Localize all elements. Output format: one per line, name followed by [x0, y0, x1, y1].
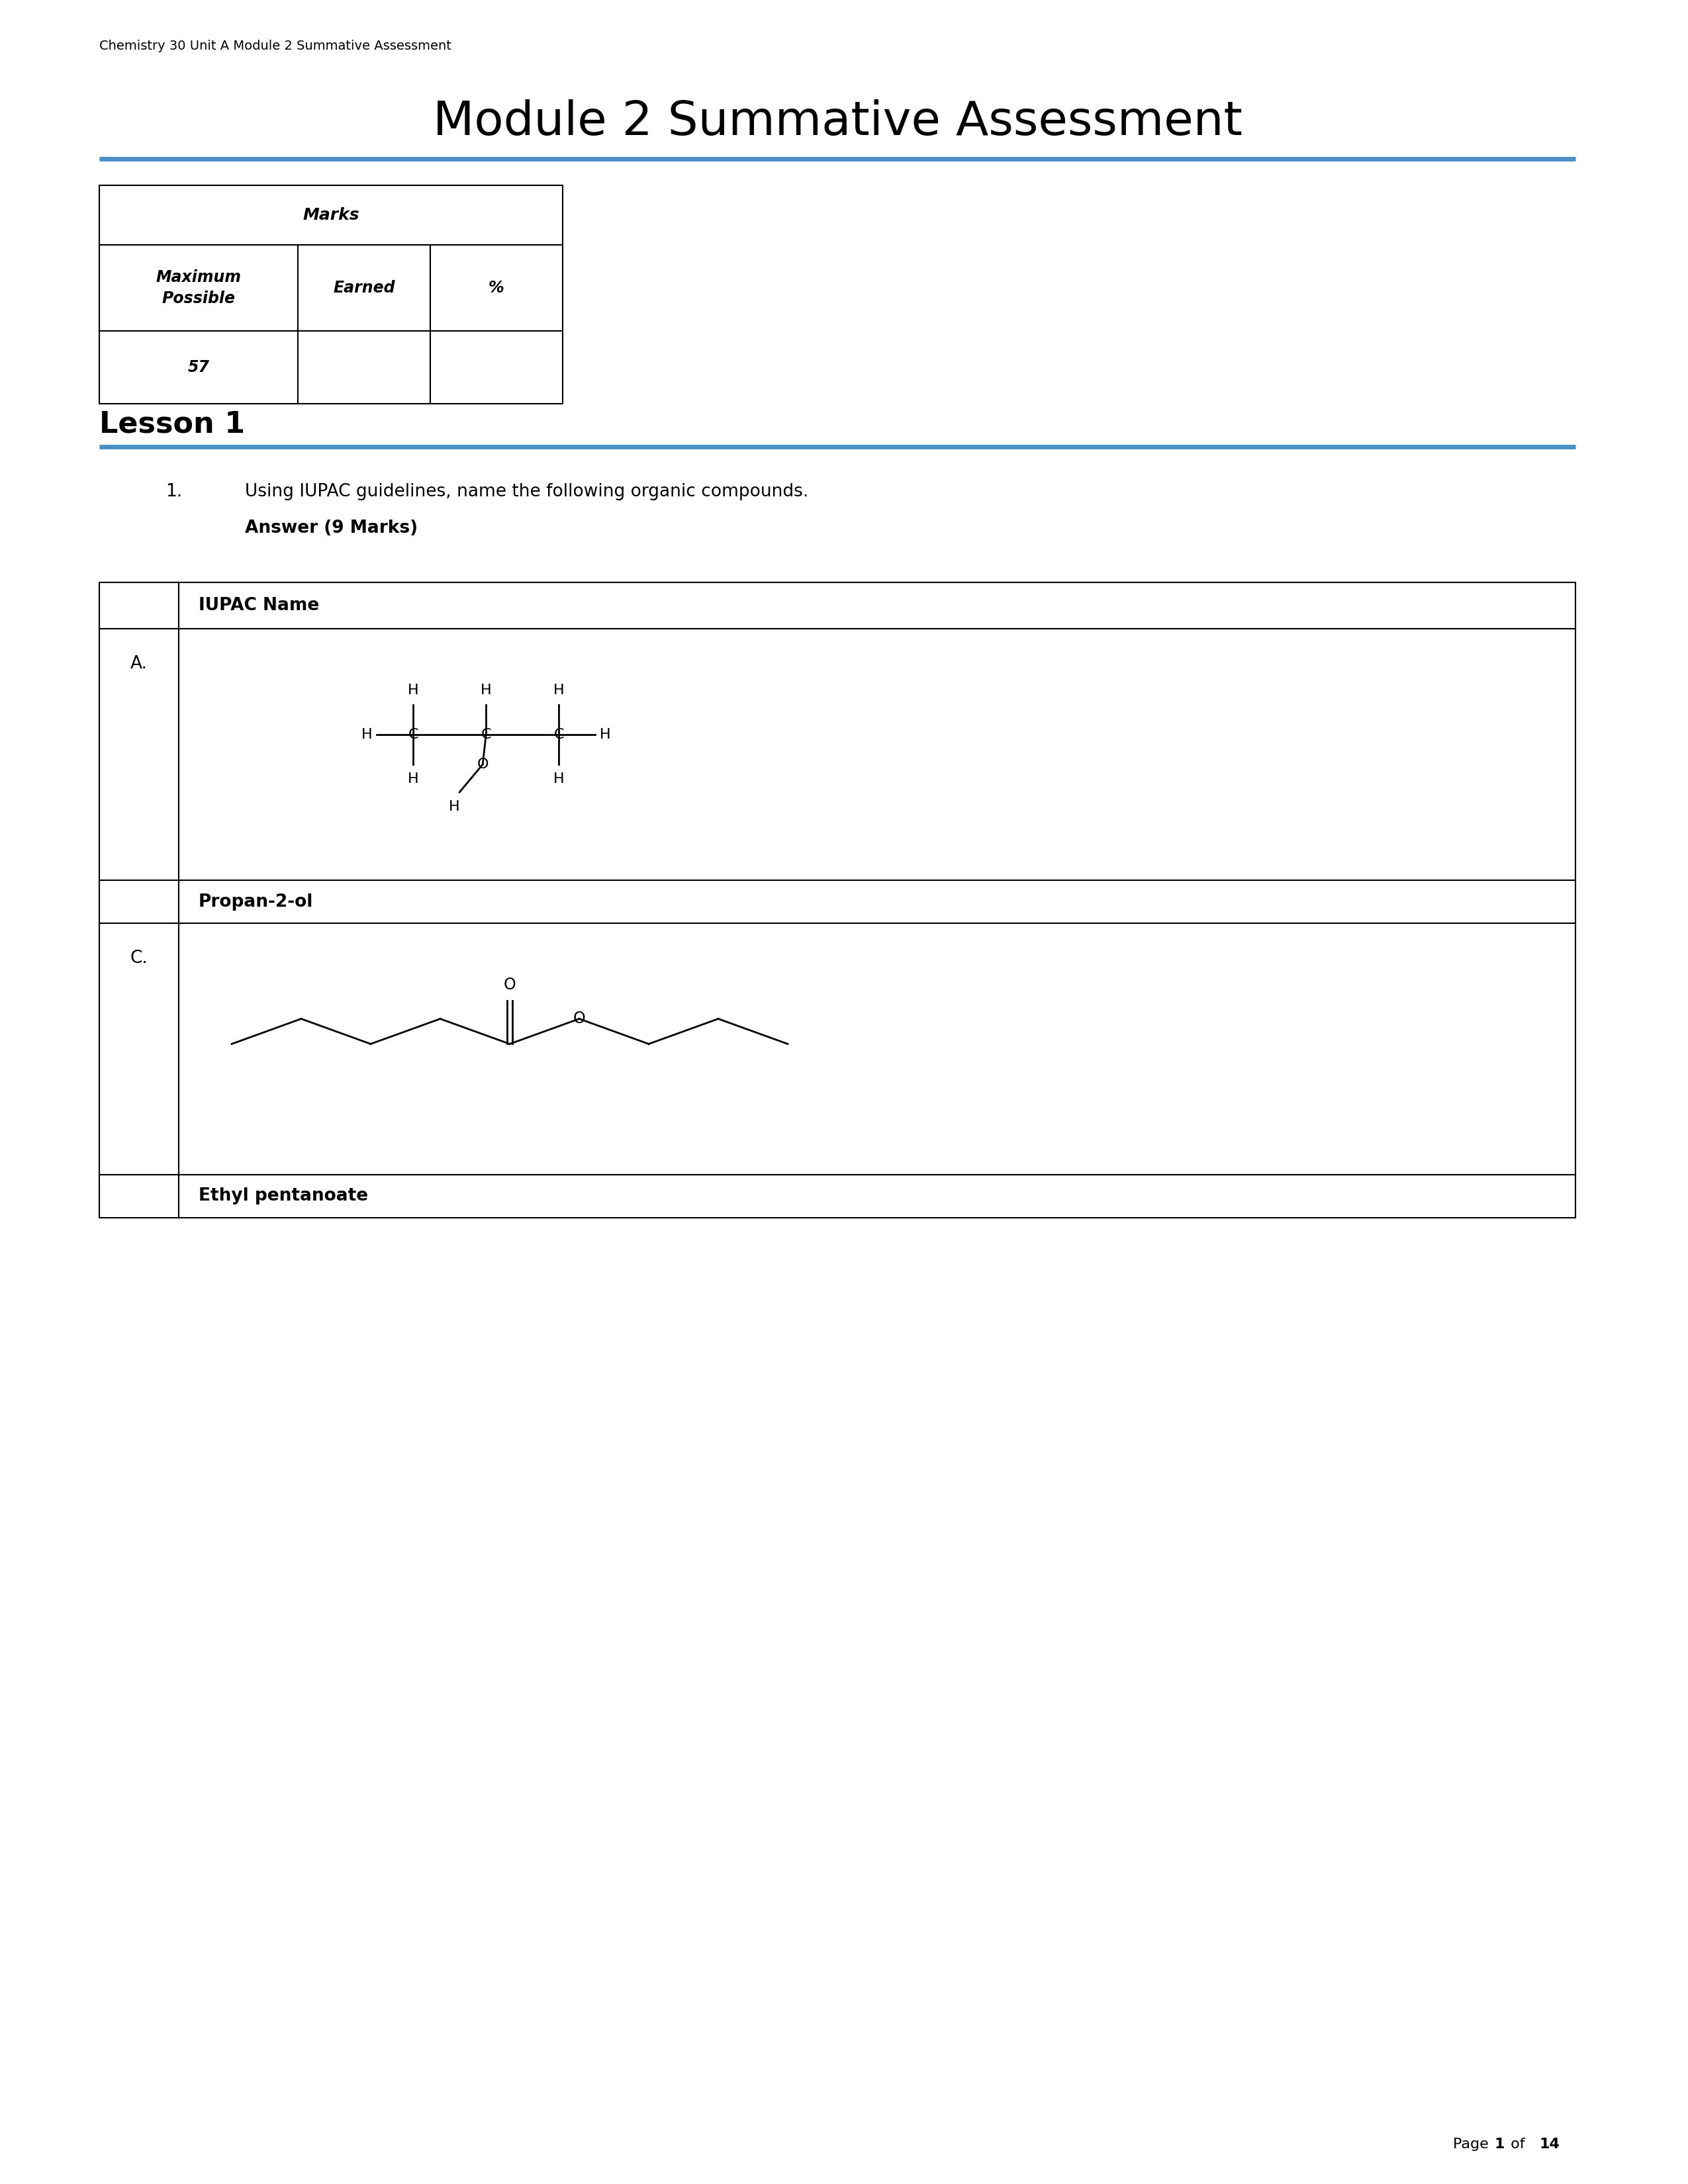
Bar [297, 245, 430, 332]
Text: Maximum
Possible: Maximum Possible [155, 269, 241, 306]
Text: O: O [503, 976, 517, 994]
Text: O: O [572, 1011, 586, 1026]
Bar [297, 332, 430, 404]
Bar [179, 1175, 1575, 1219]
Text: Earned: Earned [333, 280, 395, 295]
Bar [179, 629, 1575, 880]
Bar [179, 583, 1575, 629]
Text: H: H [481, 684, 491, 697]
Text: 1.: 1. [165, 483, 182, 500]
Bar [100, 1175, 179, 1219]
Text: Page: Page [1453, 2138, 1494, 2151]
Text: H: H [449, 799, 459, 812]
Text: Answer (9 Marks): Answer (9 Marks) [245, 520, 419, 537]
Text: H: H [361, 727, 373, 740]
Text: Chemistry 30 Unit A Module 2 Summative Assessment: Chemistry 30 Unit A Module 2 Summative A… [100, 39, 451, 52]
Bar [430, 332, 562, 404]
Bar [100, 186, 562, 245]
Text: Propan-2-ol: Propan-2-ol [199, 893, 314, 911]
Text: Module 2 Summative Assessment: Module 2 Summative Assessment [432, 98, 1242, 144]
Text: Using IUPAC guidelines, name the following organic compounds.: Using IUPAC guidelines, name the followi… [245, 483, 809, 500]
Text: Ethyl pentanoate: Ethyl pentanoate [199, 1188, 368, 1206]
Text: H: H [408, 684, 419, 697]
Bar [179, 880, 1575, 924]
Text: 14: 14 [1539, 2138, 1560, 2151]
Text: H: H [408, 773, 419, 786]
Bar [179, 924, 1575, 1175]
Bar [430, 245, 562, 332]
Bar [100, 332, 297, 404]
Text: C: C [554, 727, 564, 740]
Text: C: C [481, 727, 491, 740]
Bar [100, 245, 297, 332]
Text: C: C [408, 727, 419, 740]
Text: IUPAC Name: IUPAC Name [199, 596, 319, 614]
Text: 57: 57 [187, 360, 209, 376]
Text: C.: C. [130, 950, 149, 968]
Bar [100, 924, 179, 1175]
Bar [100, 629, 179, 880]
Text: of: of [1506, 2138, 1529, 2151]
Text: H: H [599, 727, 611, 740]
Bar [100, 583, 179, 629]
Text: A.: A. [130, 655, 147, 673]
Text: H: H [554, 773, 564, 786]
Text: Marks: Marks [302, 207, 360, 223]
Text: O: O [478, 758, 488, 771]
Bar [100, 880, 179, 924]
Text: 1: 1 [1494, 2138, 1506, 2151]
Text: H: H [554, 684, 564, 697]
Text: %: % [488, 280, 505, 295]
Text: Lesson 1: Lesson 1 [100, 411, 245, 439]
